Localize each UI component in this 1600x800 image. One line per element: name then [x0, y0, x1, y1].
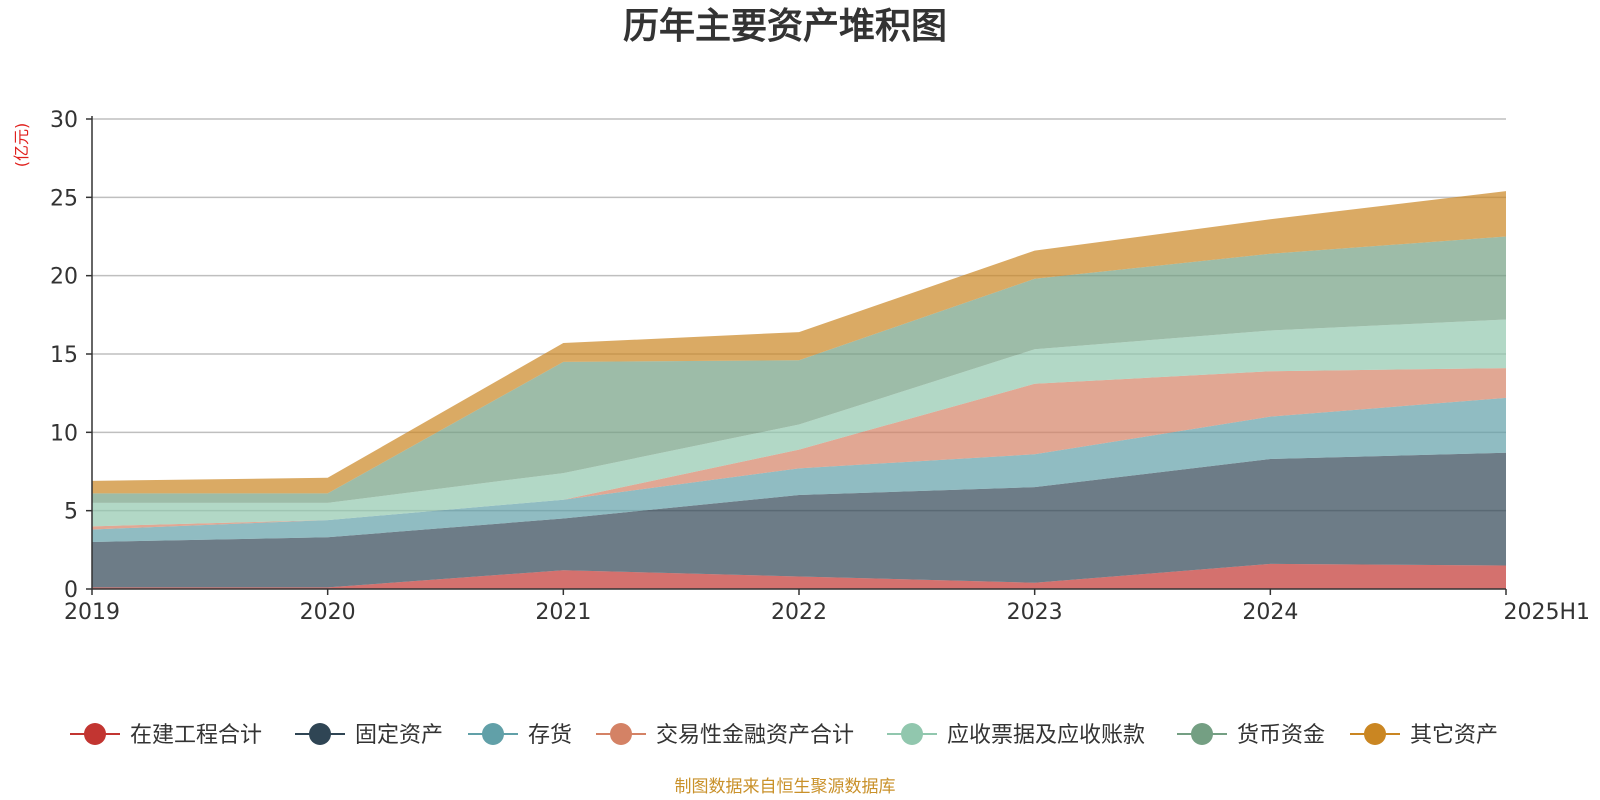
legend-label: 固定资产: [355, 723, 443, 748]
area-7: [92, 191, 1506, 494]
legend-label: 在建工程合计: [130, 723, 262, 748]
legend-item-4: 交易性金融资产合计: [596, 723, 854, 748]
source-note: 制图数据来自恒生聚源数据库: [675, 777, 896, 797]
area-5: [92, 319, 1506, 527]
axes: 0 5 10 15 20 25 30 2019 2020 2021 2022 2023 2024 2025…: [50, 108, 1590, 625]
legend-item-2: 固定资产: [295, 723, 443, 748]
area-2: [92, 452, 1506, 588]
legend-marker: [1364, 723, 1386, 745]
legend-marker: [309, 723, 331, 745]
legend-item-3: 存货: [468, 723, 572, 748]
legend-marker: [610, 723, 632, 745]
area-4: [92, 368, 1506, 530]
area-6: [92, 236, 1506, 503]
area-series: [92, 191, 1506, 589]
x-tick-label: 2025H1: [1503, 600, 1590, 625]
legend: 在建工程合计 固定资产 存货 交易性金融资产合计 应收票据及应收账款 货币资金 其它资产: [70, 723, 1498, 748]
x-tick-label: 2021: [535, 600, 591, 625]
legend-marker: [901, 723, 923, 745]
legend-item-7: 其它资产: [1350, 723, 1498, 748]
legend-label: 存货: [528, 723, 572, 748]
legend-label: 交易性金融资产合计: [656, 723, 854, 748]
y-tick-label: 5: [64, 500, 78, 525]
x-tick-label: 2024: [1242, 600, 1298, 625]
legend-label: 其它资产: [1410, 723, 1498, 748]
x-tick-label: 2022: [771, 600, 827, 625]
y-tick-label: 20: [50, 265, 78, 290]
legend-marker: [1191, 723, 1213, 745]
legend-item-1: 在建工程合计: [70, 723, 262, 748]
y-tick-label: 10: [50, 421, 78, 446]
legend-item-5: 应收票据及应收账款: [887, 723, 1145, 748]
y-tick-label: 15: [50, 343, 78, 368]
legend-label: 应收票据及应收账款: [947, 723, 1145, 748]
area-3: [92, 397, 1506, 542]
y-tick-label: 0: [64, 578, 78, 603]
chart-title: 历年主要资产堆积图: [623, 6, 947, 47]
x-tick-label: 2019: [64, 600, 120, 625]
legend-label: 货币资金: [1237, 723, 1325, 748]
legend-marker: [84, 723, 106, 745]
legend-item-6: 货币资金: [1177, 723, 1325, 748]
y-tick-label: 25: [50, 186, 78, 211]
y-axis-unit-label: (亿元): [12, 123, 31, 168]
x-tick-label: 2020: [300, 600, 356, 625]
x-tick-label: 2023: [1007, 600, 1063, 625]
legend-marker: [482, 723, 504, 745]
y-tick-label: 30: [50, 108, 78, 133]
